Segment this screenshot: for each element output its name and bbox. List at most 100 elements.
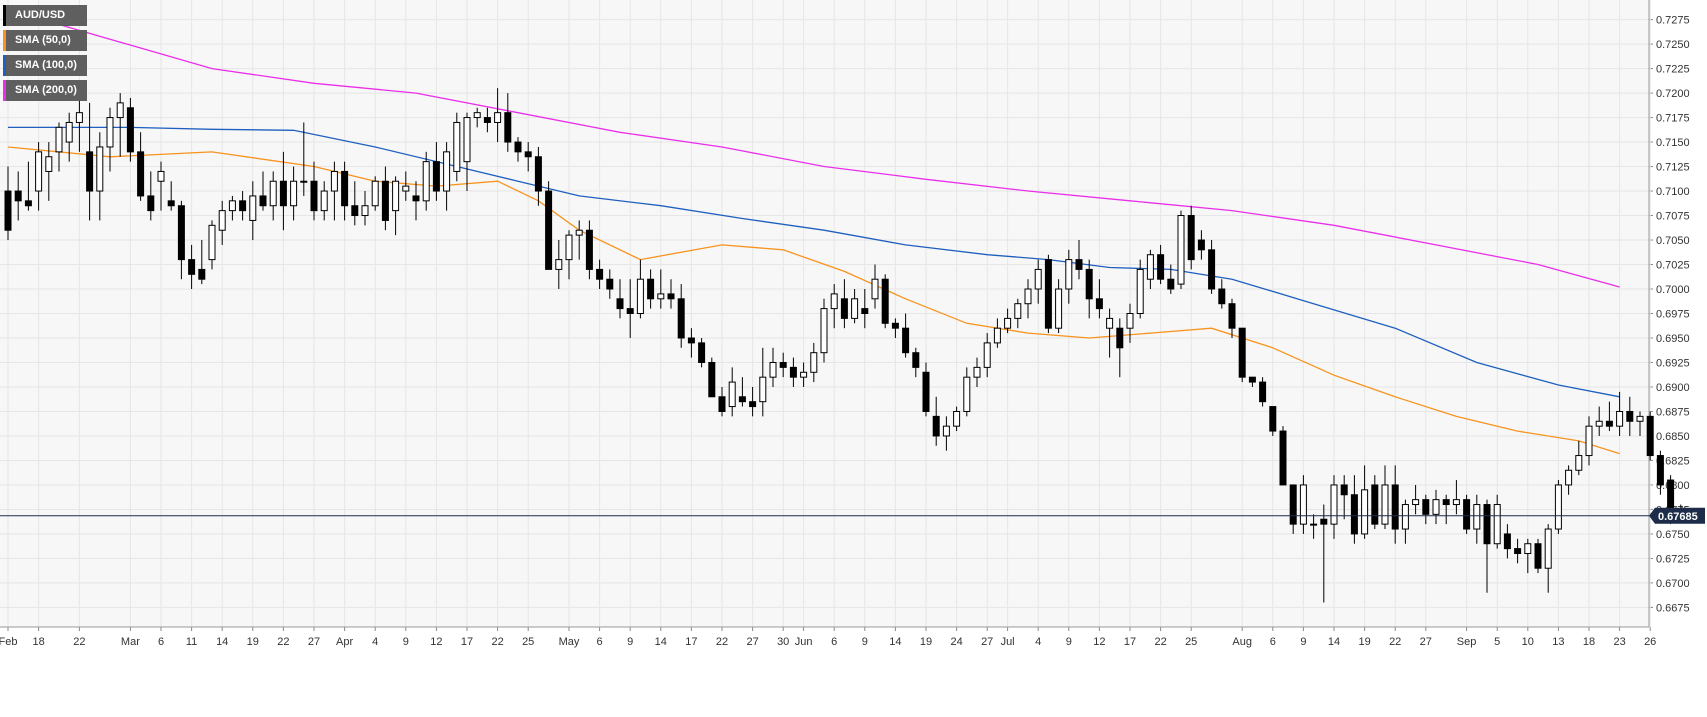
- candle-body-up: [1034, 268, 1042, 290]
- x-tick-label: 9: [1300, 636, 1306, 648]
- legend-label: SMA (100,0): [15, 59, 77, 71]
- candle-body-up: [759, 376, 767, 403]
- candle-body-up: [1595, 420, 1603, 427]
- y-tick-label: 0.7275: [1656, 15, 1690, 27]
- candle-body-down: [1167, 278, 1175, 290]
- x-tick-label: 6: [1270, 636, 1276, 648]
- candle-body-up: [636, 278, 644, 314]
- candle-body-down: [239, 200, 247, 212]
- candle-body-down: [616, 298, 624, 310]
- candle-body-down: [1350, 494, 1358, 535]
- candle-body-down: [24, 200, 32, 207]
- candle-body-down: [1340, 484, 1348, 496]
- candle-body-down: [667, 293, 675, 300]
- x-tick-label: May: [559, 636, 580, 648]
- legend-label: AUD/USD: [15, 9, 66, 21]
- candle-body-down: [1534, 543, 1542, 569]
- candle-body-down: [687, 337, 695, 344]
- candle-body-down: [1044, 259, 1052, 329]
- candle-body-down: [1483, 504, 1491, 545]
- candle-body-up: [1126, 313, 1134, 329]
- candle-body-down: [1075, 259, 1083, 270]
- candle-body-up: [157, 170, 165, 182]
- candle-body-down: [198, 268, 206, 280]
- candle-body-down: [647, 278, 655, 300]
- candle-body-up: [1004, 317, 1012, 329]
- candle-body-down: [1442, 499, 1450, 506]
- candle-body-up: [1106, 317, 1114, 329]
- x-tick-label: 14: [216, 636, 228, 648]
- y-tick-label: 0.6725: [1656, 553, 1690, 565]
- x-tick-label: 18: [1583, 636, 1595, 648]
- candle-body-down: [177, 205, 185, 261]
- candle-body-up: [463, 117, 471, 163]
- candle-body-down: [1320, 518, 1328, 525]
- candle-body-up: [1565, 469, 1573, 486]
- x-tick-label: 9: [627, 636, 633, 648]
- candle-body-down: [188, 259, 196, 275]
- legend-item-sma-100[interactable]: SMA (100,0): [3, 55, 87, 76]
- candle-body-down: [1218, 288, 1226, 305]
- x-tick-label: 4: [372, 636, 378, 648]
- candle-body-down: [789, 366, 797, 378]
- candle-body-up: [555, 259, 563, 270]
- legend-item-aud-usd[interactable]: AUD/USD: [3, 5, 87, 26]
- candle-body-up: [208, 224, 216, 261]
- candle-body-down: [1656, 455, 1664, 486]
- candle-body-up: [973, 366, 981, 378]
- candle-body-up: [228, 200, 236, 212]
- candle-body-up: [443, 151, 451, 192]
- candle-body-up: [993, 327, 1001, 344]
- candle-body-up: [1361, 489, 1369, 535]
- x-tick-label: 27: [308, 636, 320, 648]
- candle-body-down: [1626, 410, 1634, 422]
- candle-body-up: [422, 161, 430, 202]
- legend-item-sma-50[interactable]: SMA (50,0): [3, 30, 87, 51]
- legend-swatch: [3, 80, 6, 101]
- x-tick-label: 6: [831, 636, 837, 648]
- candle-body-down: [606, 278, 614, 290]
- candle-body-down: [1259, 381, 1267, 403]
- x-tick-label: 24: [950, 636, 962, 648]
- candle-body-up: [1381, 484, 1389, 525]
- y-tick-label: 0.6825: [1656, 455, 1690, 467]
- y-tick-label: 0.7250: [1656, 39, 1690, 51]
- legend-swatch: [3, 30, 6, 51]
- candle-body-up: [1310, 523, 1318, 526]
- x-tick-label: 22: [1154, 636, 1166, 648]
- x-tick-label: 22: [277, 636, 289, 648]
- legend-label: SMA (50,0): [15, 34, 71, 46]
- x-tick-label: 17: [685, 636, 697, 648]
- candle-body-up: [290, 180, 298, 207]
- candle-body-down: [279, 180, 287, 207]
- x-tick-label: 6: [158, 636, 164, 648]
- y-tick-label: 0.7000: [1656, 284, 1690, 296]
- x-tick-label: 13: [1552, 636, 1564, 648]
- candle-body-down: [677, 298, 685, 339]
- candle-body-down: [698, 342, 706, 363]
- x-tick-label: Aug: [1232, 636, 1252, 648]
- candle-body-up: [1055, 288, 1063, 329]
- y-tick-label: 0.7225: [1656, 64, 1690, 76]
- candle-body-down: [1503, 533, 1511, 550]
- candle-body-down: [259, 195, 267, 207]
- candle-body-down: [310, 180, 318, 212]
- candle-body-down: [341, 170, 349, 207]
- legend-swatch: [3, 55, 6, 76]
- candle-body-down: [147, 195, 155, 212]
- candle-body-up: [1177, 215, 1185, 285]
- legend-label: SMA (200,0): [15, 84, 77, 96]
- candle-body-up: [1575, 455, 1583, 471]
- y-tick-label: 0.6900: [1656, 382, 1690, 394]
- candle-body-up: [249, 195, 257, 221]
- x-tick-label: 22: [1389, 636, 1401, 648]
- candle-body-up: [75, 112, 83, 123]
- candle-body-up: [1493, 504, 1501, 545]
- legend-item-sma-200[interactable]: SMA (200,0): [3, 80, 87, 101]
- x-tick-label: 22: [716, 636, 728, 648]
- candle-body-down: [1228, 303, 1236, 329]
- x-tick-label: 12: [430, 636, 442, 648]
- candle-body-down: [167, 200, 175, 207]
- candle-body-down: [1279, 430, 1287, 486]
- x-tick-label: 14: [889, 636, 901, 648]
